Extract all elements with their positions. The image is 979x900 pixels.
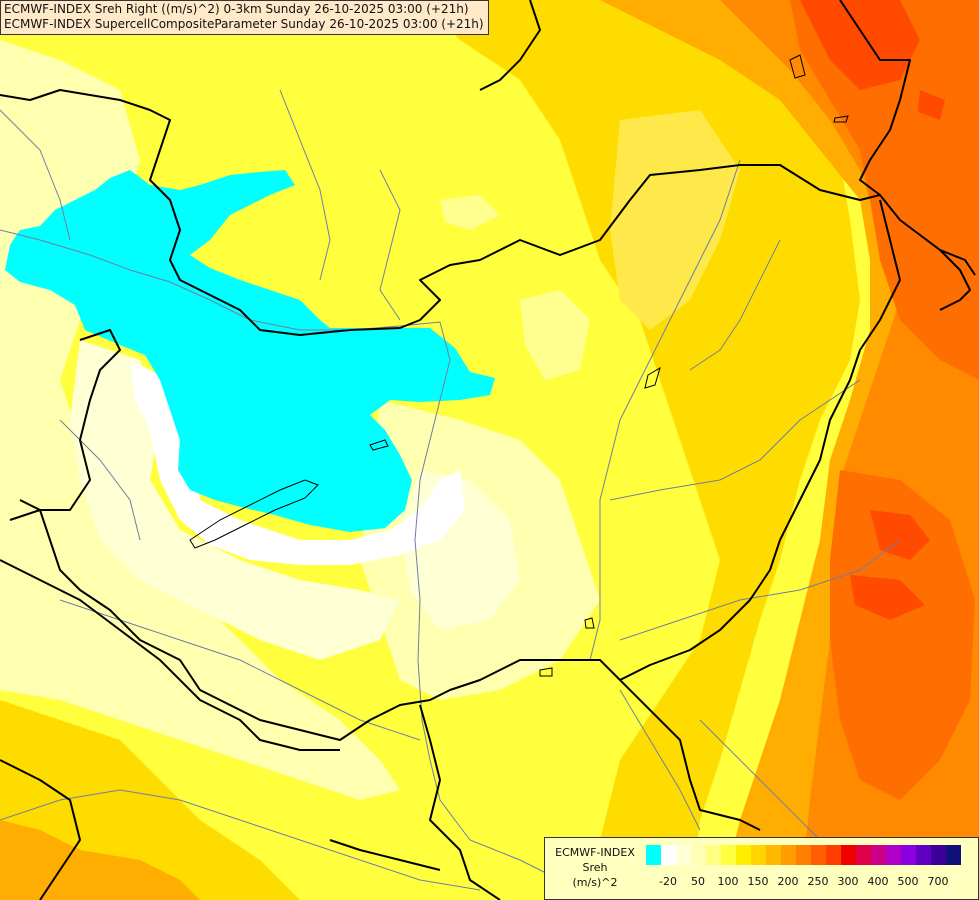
river-north <box>279 89 331 281</box>
lake-small <box>789 54 806 79</box>
legend-tick: 500 <box>897 875 919 888</box>
legend-swatch <box>871 845 886 865</box>
river-east <box>619 539 901 641</box>
legend-swatch <box>736 845 751 865</box>
pale-yellow-area <box>520 290 590 380</box>
red-northeast-area <box>870 510 930 560</box>
red-northeast-area <box>850 575 925 620</box>
legend-tick: 200 <box>777 875 799 888</box>
map-title-sreh: ECMWF-INDEX Sreh Right ((m/s)^2) 0-3km S… <box>4 2 469 16</box>
legend-swatch <box>661 845 676 865</box>
legend-tick: 700 <box>927 875 949 888</box>
white-low-shear-area <box>130 360 465 565</box>
legend-swatch <box>856 845 871 865</box>
border-north2 <box>479 0 541 91</box>
river-north <box>379 169 401 321</box>
legend-label: ECMWF-INDEX Sreh (m/s)^2 <box>549 845 641 890</box>
border-northeast <box>839 0 911 196</box>
legend-swatch <box>946 845 961 865</box>
legend-swatch <box>706 845 721 865</box>
lakes <box>189 54 849 677</box>
sava-river <box>0 789 481 891</box>
lake-small <box>644 366 661 389</box>
lake-balaton <box>189 479 319 549</box>
legend-swatch <box>901 845 916 865</box>
legend-tick-labels: -20 50 100 150 200 250 300 400 500 700 <box>646 875 968 889</box>
border-west <box>9 329 121 521</box>
legend-swatch <box>826 845 841 865</box>
legend-color-bar <box>646 845 961 865</box>
river-south <box>619 689 701 831</box>
lake-small <box>539 667 553 677</box>
border-north <box>0 89 976 336</box>
map-title-scp: ECMWF-INDEX SupercellCompositeParameter … <box>4 17 484 31</box>
orange-southwest-area <box>0 820 200 900</box>
title-box: ECMWF-INDEX Sreh Right ((m/s)^2) 0-3km S… <box>0 0 489 35</box>
legend-swatch <box>811 845 826 865</box>
legend-swatch <box>931 845 946 865</box>
legend-tick: 250 <box>807 875 829 888</box>
legend-swatch <box>781 845 796 865</box>
yellow-area <box>610 110 740 330</box>
legend-unit: (m/s)^2 <box>572 876 618 889</box>
border-south <box>619 679 761 831</box>
legend-swatch <box>886 845 901 865</box>
legend-swatch <box>796 845 811 865</box>
river-west <box>0 109 71 241</box>
danube-river <box>0 229 561 881</box>
lake-small <box>369 439 389 451</box>
border-southwest <box>0 559 340 751</box>
legend-param: Sreh <box>582 861 608 874</box>
legend-swatch <box>841 845 856 865</box>
legend-tick: 400 <box>867 875 889 888</box>
legend-swatch <box>751 845 766 865</box>
border-south <box>419 704 501 900</box>
lake-small <box>584 617 595 629</box>
border-southwest2 <box>0 759 81 900</box>
legend-tick: 300 <box>837 875 859 888</box>
border-south2 <box>329 839 441 871</box>
red-northeast-area <box>800 0 920 90</box>
river-east <box>609 379 861 501</box>
legend-swatch <box>676 845 691 865</box>
legend-swatch <box>766 845 781 865</box>
lake-small <box>833 115 849 123</box>
legend-model: ECMWF-INDEX <box>555 846 635 859</box>
gold-area <box>420 0 860 900</box>
color-legend: ECMWF-INDEX Sreh (m/s)^2 -20 50 100 150 200 2… <box>544 837 979 900</box>
legend-swatch <box>916 845 931 865</box>
tisza-river <box>589 159 741 661</box>
legend-tick: -20 <box>659 875 677 888</box>
border-hungary-east <box>19 199 901 741</box>
legend-tick: 150 <box>747 875 769 888</box>
red-northeast-area <box>918 90 945 120</box>
cyan-negative-shear-area <box>5 170 495 532</box>
river-east <box>689 239 781 371</box>
legend-tick: 100 <box>717 875 739 888</box>
legend-swatch <box>646 845 661 865</box>
dark-orange-area <box>830 470 975 800</box>
pale-yellow-area <box>440 195 500 230</box>
border-east2 <box>939 249 971 311</box>
legend-tick: 50 <box>691 875 705 888</box>
legend-swatch <box>721 845 736 865</box>
legend-swatch <box>691 845 706 865</box>
